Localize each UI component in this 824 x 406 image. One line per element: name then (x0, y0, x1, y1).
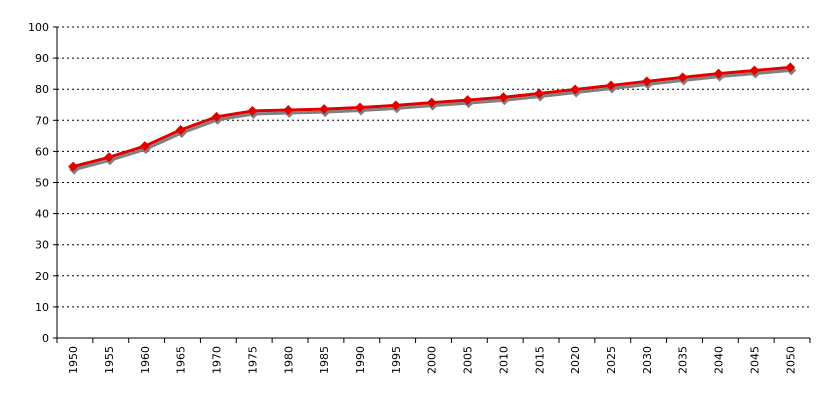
y-tick-label: 80 (35, 83, 49, 96)
x-tick-label: 2030 (641, 346, 654, 374)
data-point (103, 152, 114, 163)
data-point (498, 92, 509, 103)
x-tick-label: 2035 (677, 346, 690, 374)
data-point (211, 111, 222, 122)
x-tick-label: 1960 (139, 346, 152, 374)
data-point (785, 62, 796, 73)
x-tick-label: 2040 (713, 346, 726, 374)
x-tick-label: 1985 (318, 346, 331, 374)
data-point (462, 95, 473, 106)
x-tick-label: 1955 (103, 346, 116, 374)
x-tick-label: 1990 (354, 346, 367, 374)
x-tick-label: 1970 (211, 346, 224, 374)
x-tick-label: 1950 (67, 346, 80, 374)
x-tick-label: 2000 (426, 346, 439, 374)
x-tick-label: 2025 (605, 346, 618, 374)
y-tick-label: 100 (28, 21, 49, 34)
data-point (426, 97, 437, 108)
y-tick-label: 30 (35, 239, 49, 252)
data-point (713, 68, 724, 79)
x-tick-label: 2020 (569, 346, 582, 374)
y-tick-label: 70 (35, 114, 49, 127)
y-tick-label: 40 (35, 208, 49, 221)
data-point (641, 76, 652, 87)
data-point (247, 105, 258, 116)
x-tick-label: 1975 (246, 346, 259, 374)
x-tick-label: 2010 (497, 346, 510, 374)
y-tick-label: 90 (35, 52, 49, 65)
data-point (749, 65, 760, 76)
data-point (605, 80, 616, 91)
x-tick-label: 1965 (175, 346, 188, 374)
x-tick-label: 1995 (390, 346, 403, 374)
y-tick-label: 60 (35, 145, 49, 158)
data-point (390, 100, 401, 111)
x-tick-label: 2045 (748, 346, 761, 374)
data-point (319, 104, 330, 115)
x-tick-label: 2050 (784, 346, 797, 374)
y-tick-label: 10 (35, 301, 49, 314)
y-tick-label: 0 (42, 332, 49, 345)
data-point (175, 124, 186, 135)
data-point (534, 88, 545, 99)
data-point (68, 161, 79, 172)
x-tick-label: 2005 (462, 346, 475, 374)
y-tick-label: 50 (35, 177, 49, 190)
data-point (677, 72, 688, 83)
x-tick-label: 1980 (282, 346, 295, 374)
data-point (570, 84, 581, 95)
data-point (283, 105, 294, 116)
data-point (354, 102, 365, 113)
y-tick-label: 20 (35, 270, 49, 283)
x-tick-label: 2015 (533, 346, 546, 374)
data-point (139, 141, 150, 152)
